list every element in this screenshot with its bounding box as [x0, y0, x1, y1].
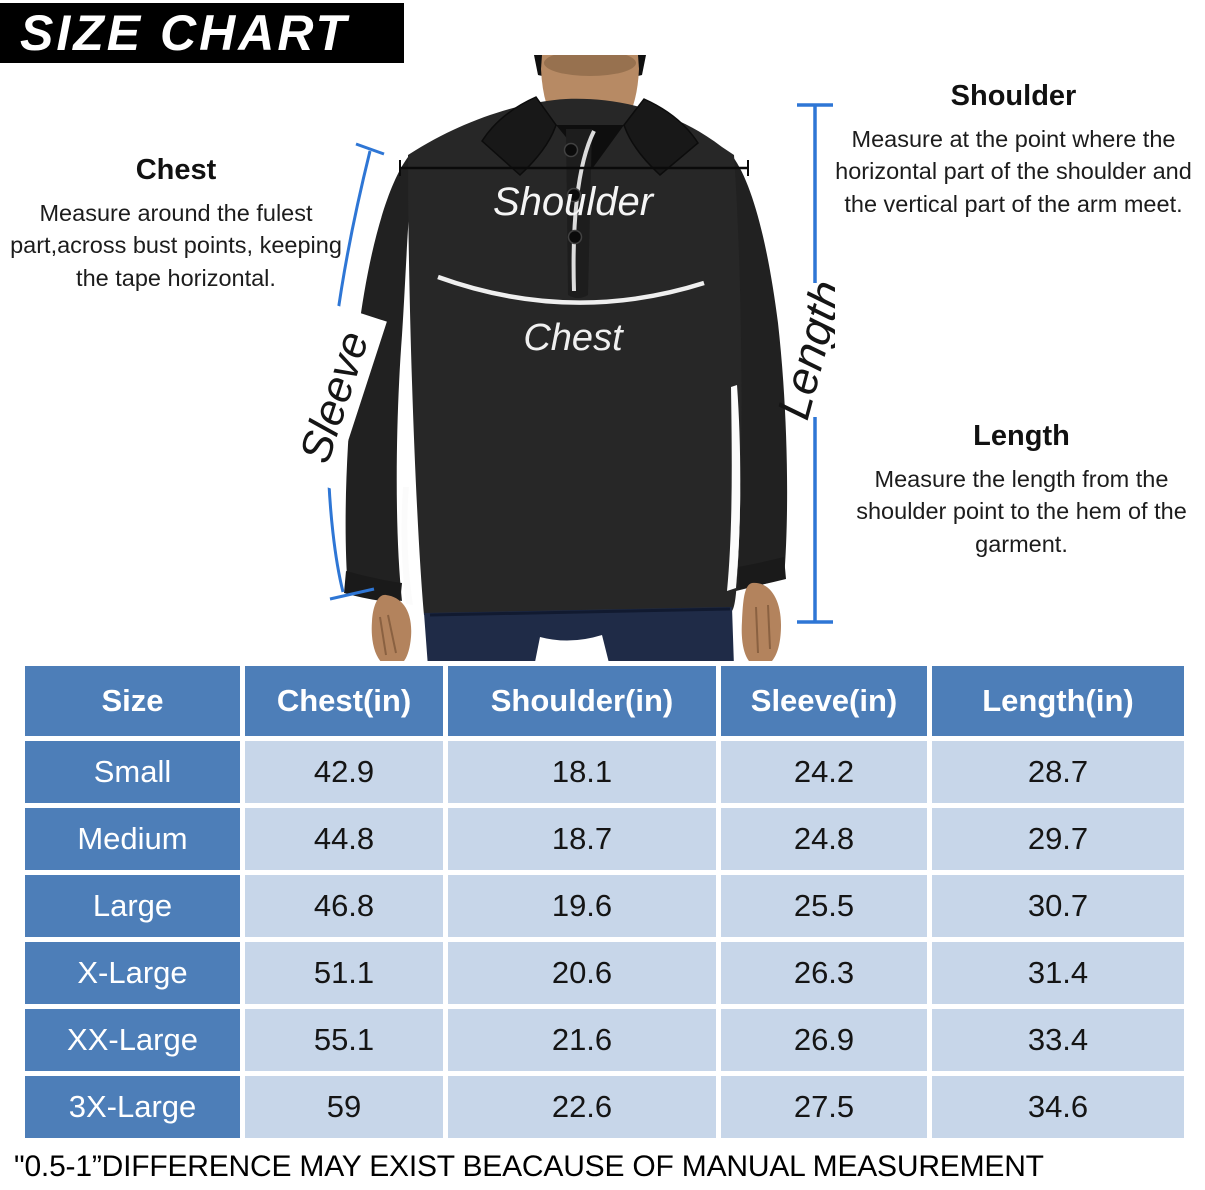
cell-value: 46.8 [245, 875, 443, 937]
cell-value: 21.6 [448, 1009, 716, 1071]
cell-value: 51.1 [245, 942, 443, 1004]
cell-value: 27.5 [721, 1076, 927, 1138]
button [567, 229, 583, 245]
sleeve-line-tick [329, 587, 375, 601]
cell-value: 20.6 [448, 942, 716, 1004]
cell-value: 31.4 [932, 942, 1184, 1004]
cell-value: 55.1 [245, 1009, 443, 1071]
shoulder-annotation: Shoulder Measure at the point where the … [822, 80, 1205, 220]
hem-shadow [429, 607, 731, 617]
figure-label-chest: Chest [523, 317, 624, 359]
column-header-shoulder: Shoulder(in) [448, 666, 716, 736]
page-title: SIZE CHART [20, 5, 350, 61]
cell-value: 19.6 [448, 875, 716, 937]
cell-value: 25.5 [721, 875, 927, 937]
length-annotation-body: Measure the length from the shoulder poi… [856, 466, 1187, 557]
row-label: XX-Large [25, 1009, 240, 1071]
column-header-length: Length(in) [932, 666, 1184, 736]
cell-value: 33.4 [932, 1009, 1184, 1071]
cell-value: 26.3 [721, 942, 927, 1004]
cell-value: 18.7 [448, 808, 716, 870]
sleeve-label-patch [290, 304, 387, 490]
row-label: Small [25, 741, 240, 803]
left-arm-gap [401, 487, 413, 605]
chest-annotation-body: Measure around the fulest part,across bu… [10, 200, 342, 291]
collar-left [481, 96, 557, 177]
shoulder-annotation-body: Measure at the point where the horizonta… [835, 126, 1192, 217]
cell-value: 22.6 [448, 1076, 716, 1138]
cell-value: 30.7 [932, 875, 1184, 937]
row-label: Medium [25, 808, 240, 870]
cell-value: 59 [245, 1076, 443, 1138]
figure-label-shoulder: Shoulder [493, 180, 655, 224]
shirt-body [408, 98, 742, 616]
table-row: Medium 44.8 18.7 24.8 29.7 [25, 808, 1184, 870]
sleeve-line-tick [355, 142, 385, 156]
chest-annotation: Chest Measure around the fulest part,acr… [2, 154, 350, 294]
table-row: X-Large 51.1 20.6 26.3 31.4 [25, 942, 1184, 1004]
left-cuff [344, 571, 402, 603]
right-hand [741, 582, 781, 667]
table-header-row: Size Chest(in) Shoulder(in) Sleeve(in) L… [25, 666, 1184, 736]
right-hand-fingers [755, 604, 771, 654]
cell-value: 44.8 [245, 808, 443, 870]
table-row: Small 42.9 18.1 24.2 28.7 [25, 741, 1184, 803]
row-label: Large [25, 875, 240, 937]
length-annotation: Length Measure the length from the shoul… [838, 420, 1205, 560]
column-header-chest: Chest(in) [245, 666, 443, 736]
column-header-size: Size [25, 666, 240, 736]
table-row: Large 46.8 19.6 25.5 30.7 [25, 875, 1184, 937]
cell-value: 18.1 [448, 741, 716, 803]
table-row: 3X-Large 59 22.6 27.5 34.6 [25, 1076, 1184, 1138]
shirt-figure: Shoulder Chest Sleeve Length [290, 55, 835, 668]
cell-value: 28.7 [932, 741, 1184, 803]
length-label-patch [788, 283, 835, 417]
length-annotation-heading: Length [973, 420, 1070, 452]
cell-value: 34.6 [932, 1076, 1184, 1138]
button [563, 142, 579, 158]
size-table: Size Chest(in) Shoulder(in) Sleeve(in) L… [20, 661, 1189, 1143]
cell-value: 42.9 [245, 741, 443, 803]
page-title-banner: SIZE CHART [0, 3, 404, 63]
column-header-sleeve: Sleeve(in) [721, 666, 927, 736]
shoulder-annotation-heading: Shoulder [950, 80, 1077, 112]
collar-right [623, 98, 699, 177]
left-sleeve [345, 157, 414, 601]
row-label: X-Large [25, 942, 240, 1004]
row-label: 3X-Large [25, 1076, 240, 1138]
cell-value: 24.8 [721, 808, 927, 870]
button [566, 187, 582, 203]
cell-value: 26.9 [721, 1009, 927, 1071]
right-arm-gap [727, 385, 741, 591]
model-chin [544, 55, 636, 76]
right-sleeve [726, 153, 788, 591]
left-hand-fingers [379, 614, 397, 656]
measurement-disclaimer: "0.5-1”DIFFERENCE MAY EXIST BEACAUSE OF … [14, 1150, 1044, 1183]
cell-value: 24.2 [721, 741, 927, 803]
chest-annotation-heading: Chest [135, 154, 217, 186]
table-row: XX-Large 55.1 21.6 26.9 33.4 [25, 1009, 1184, 1071]
cell-value: 29.7 [932, 808, 1184, 870]
right-cuff [738, 557, 786, 589]
chest-measure-curve [437, 274, 705, 305]
pants [424, 607, 734, 667]
